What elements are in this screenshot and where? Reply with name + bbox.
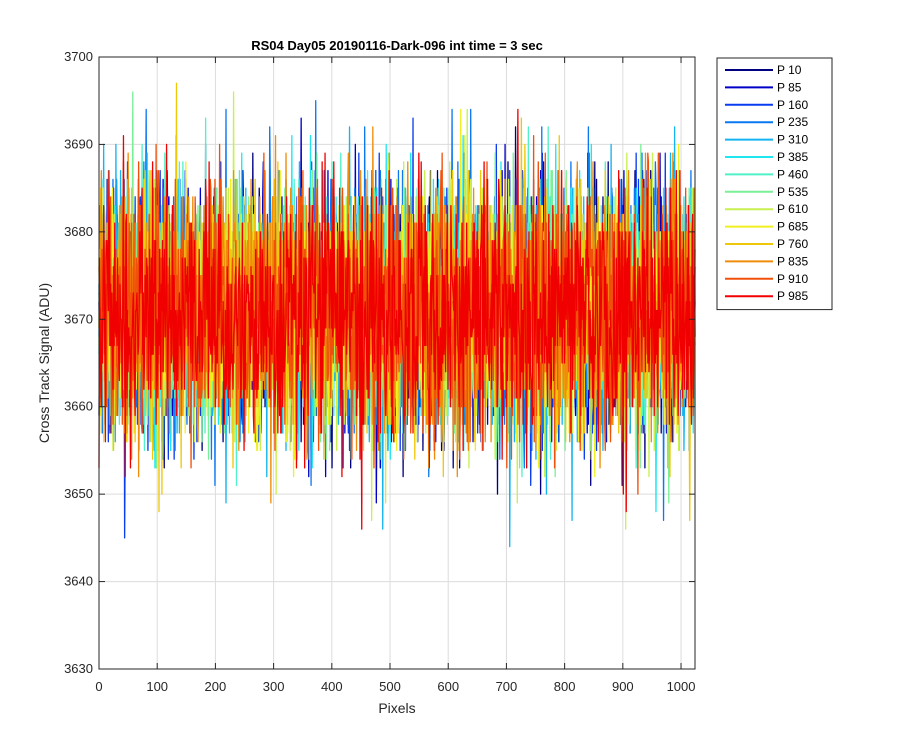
y-tick-label: 3640 [64, 574, 93, 589]
legend-label: P 760 [777, 237, 808, 251]
x-tick-label: 500 [379, 679, 401, 694]
legend-label: P 10 [777, 63, 802, 77]
legend-label: P 685 [777, 220, 808, 234]
chart-title: RS04 Day05 20190116-Dark-096 int time = … [251, 38, 543, 53]
axis-ticks: 0 100 200 300 400 500 600 700 800 900 1000 3630 3640… [64, 49, 695, 694]
legend-box [716, 57, 833, 311]
x-tick-label: 600 [437, 679, 459, 694]
legend-label: P 910 [777, 272, 808, 286]
x-tick-label: 0 [95, 679, 102, 694]
series-lines [98, 82, 696, 548]
y-tick-label: 3700 [64, 49, 93, 64]
y-tick-label: 3660 [64, 399, 93, 414]
legend-label: P 985 [777, 289, 808, 303]
legend-label: P 235 [777, 115, 808, 129]
x-tick-label: 800 [554, 679, 576, 694]
legend-label: P 385 [777, 150, 808, 164]
x-tick-label: 700 [496, 679, 518, 694]
x-tick-label: 900 [612, 679, 634, 694]
legend-label: P 460 [777, 167, 808, 181]
y-tick-label: 3630 [64, 661, 93, 676]
x-tick-label: 1000 [667, 679, 696, 694]
legend-label: P 310 [777, 133, 808, 147]
plot-frame [98, 56, 696, 670]
series-line-p-985 [98, 108, 696, 530]
x-tick-label: 300 [263, 679, 285, 694]
y-axis-title: Cross Track Signal (ADU) [36, 283, 52, 443]
y-tick-label: 3680 [64, 224, 93, 239]
x-tick-label: 100 [146, 679, 168, 694]
y-tick-label: 3650 [64, 486, 93, 501]
y-tick-label: 3670 [64, 311, 93, 326]
legend: P 10 P 85 P 160 P 235 P 310 P 385 P 460 P 535 P … [716, 57, 833, 311]
x-axis-title: Pixels [378, 700, 415, 716]
legend-label: P 160 [777, 98, 808, 112]
series-line-p-910 [98, 135, 696, 495]
x-tick-label: 200 [205, 679, 227, 694]
x-tick-label: 400 [321, 679, 343, 694]
y-tick-label: 3690 [64, 136, 93, 151]
legend-label: P 535 [777, 185, 808, 199]
legend-label: P 610 [777, 202, 808, 216]
legend-label: P 835 [777, 254, 808, 268]
legend-label: P 85 [777, 80, 802, 94]
